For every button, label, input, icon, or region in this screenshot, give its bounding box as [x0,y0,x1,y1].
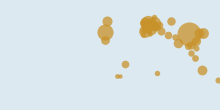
Point [201,32,205,34]
Point [141,30,145,32]
Point [152,16,155,18]
Point [145,26,149,28]
Point [194,57,197,59]
Point [166,35,170,36]
Point [103,39,106,41]
Point [194,47,198,49]
Point [149,28,153,30]
Point [153,27,157,29]
Point [116,75,119,77]
Point [173,36,177,38]
Point [106,20,109,22]
Point [151,27,155,28]
Point [155,26,158,28]
Point [149,23,152,25]
Point [152,25,156,27]
Point [141,22,145,24]
Point [148,33,152,35]
Point [142,35,145,36]
Point [123,63,127,64]
Point [216,79,219,81]
Point [176,42,180,44]
Point [159,30,162,32]
Point [104,31,107,33]
Point [186,45,189,47]
Point [187,33,191,35]
Point [197,32,200,34]
Point [151,24,155,25]
Point [189,44,192,46]
Point [194,40,198,42]
Point [155,72,158,74]
Point [190,52,193,53]
Point [147,22,150,24]
Point [158,24,161,26]
Point [153,22,156,24]
Point [169,20,173,22]
Point [144,21,147,23]
Point [143,30,147,31]
Point [146,24,150,25]
Point [200,69,203,71]
Point [118,75,122,77]
